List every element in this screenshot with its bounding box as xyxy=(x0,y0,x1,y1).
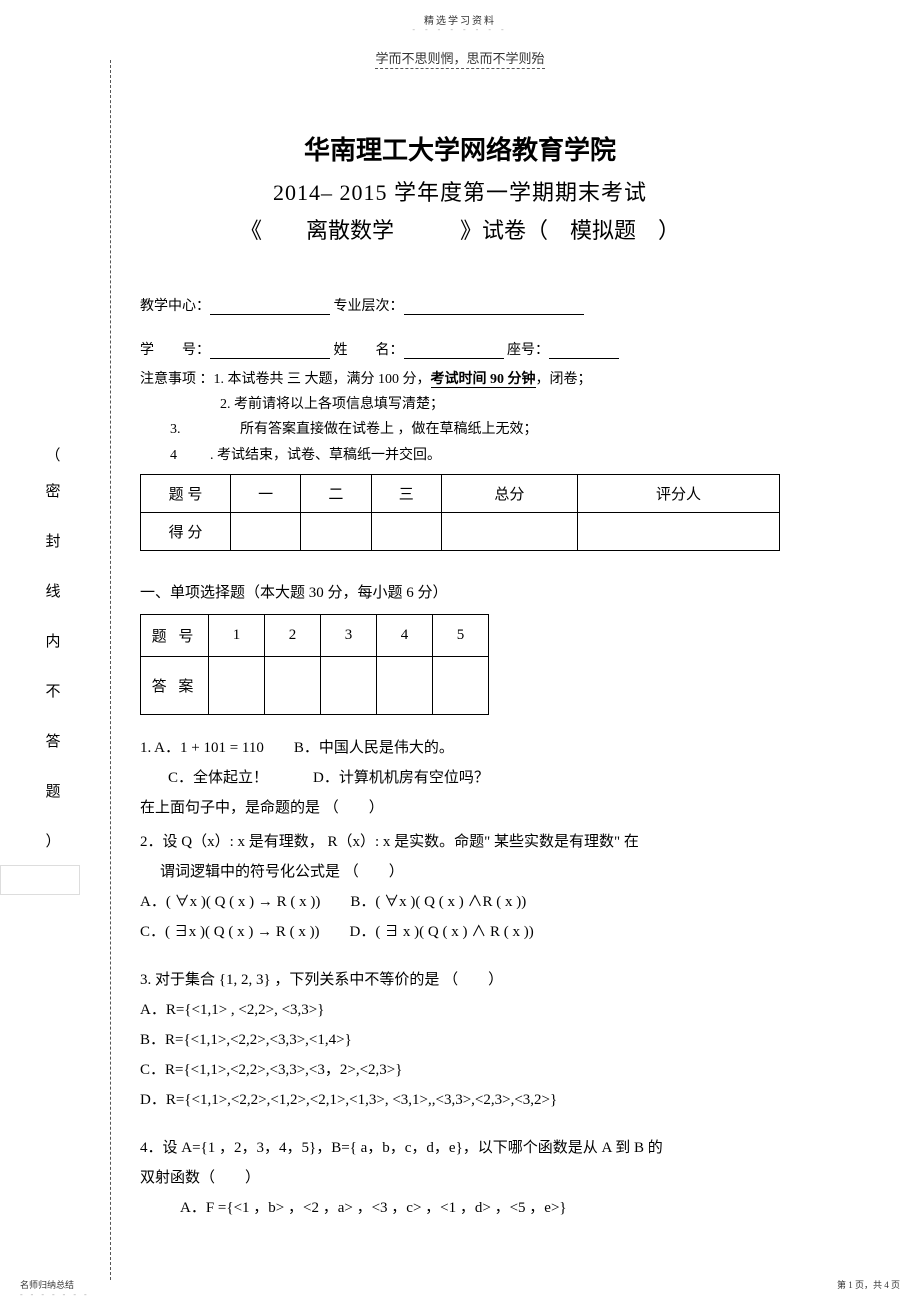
score-cell[interactable] xyxy=(441,512,577,550)
answer-num: 3 xyxy=(321,614,377,656)
score-cell[interactable] xyxy=(231,512,301,550)
q3-b: B．R={<1,1>,<2,2>,<3,3>,<1,4>} xyxy=(140,1032,352,1048)
question-4: 4．设 A={1 ，2，3，4，5}，B={ a，b，c，d，e}，以下哪个函数… xyxy=(140,1133,780,1223)
notice-4b: . 考试结束，试卷、草稿纸一并交回。 xyxy=(180,448,441,463)
answer-row-label: 答 案 xyxy=(141,656,209,714)
title-school: 华南理工大学网络教育学院 xyxy=(140,130,780,167)
side-box xyxy=(0,865,80,895)
seal-char: 线 xyxy=(44,580,62,601)
answer-header: 题 号 xyxy=(141,614,209,656)
seal-char: ） xyxy=(44,830,62,851)
form-row-2: 学 号： 姓 名： 座号： xyxy=(140,339,780,359)
q3-d: D．R={<1,1>,<2,2>,<1,2>,<2,1>,<1,3>, <3,1… xyxy=(140,1092,557,1108)
top-dots: - - - - - - - - xyxy=(0,25,920,34)
q4-stem2: 双射函数（ ） xyxy=(140,1170,260,1186)
q1-l2: C．全体起立！ D．计算机机房有空位吗？ xyxy=(140,763,780,793)
answer-cell[interactable] xyxy=(265,656,321,714)
question-3: 3. 对于集合 {1, 2, 3} ，下列关系中不等价的是 （ ） A．R={<… xyxy=(140,965,780,1115)
seal-char: 题 xyxy=(44,780,62,801)
seal-char: 内 xyxy=(44,630,62,651)
q1-l3: 在上面句子中，是命题的是 （ ） xyxy=(140,800,384,816)
section-1-title: 一、单项选择题（本大题 30 分，每小题 6 分） xyxy=(140,581,780,602)
seat-label: 座号： xyxy=(507,343,549,358)
question-2: 2．设 Q（x）: x 是有理数， R（x）: x 是实数。命题" 某些实数是有… xyxy=(140,827,780,947)
q4-a: A．F ={<1 ，b> ，<2 ，a> ，<3 ，c> ，<1 ，d> ，<5… xyxy=(140,1200,567,1216)
score-cell[interactable] xyxy=(577,512,779,550)
title-semester: 2014– 2015 学年度第一学期期末考试 xyxy=(140,175,780,207)
question-1: 1. A．1 + 101 = 110 B．中国人民是伟大的。 C．全体起立！ D… xyxy=(140,733,780,823)
notice-label: 注意事项 ： xyxy=(140,372,214,387)
notice-3b: 所有答案直接做在试卷上 ，做在草稿纸上无效； xyxy=(180,422,538,437)
q4-stem: 4．设 A={1 ，2，3，4，5}，B={ a，b，c，d，e}，以下哪个函数… xyxy=(140,1140,663,1156)
seal-char: 密 xyxy=(44,480,62,501)
binding-line xyxy=(110,60,111,1280)
score-h3: 三 xyxy=(371,474,441,512)
answer-table: 题 号 1 2 3 4 5 答 案 xyxy=(140,614,489,715)
score-h2: 二 xyxy=(301,474,371,512)
q3-stem: 3. 对于集合 {1, 2, 3} ，下列关系中不等价的是 （ ） xyxy=(140,972,503,988)
q1-l1: 1. A．1 + 101 = 110 B．中国人民是伟大的。 xyxy=(140,740,454,756)
notice-1b: 考试时间 90 分钟 xyxy=(431,372,536,388)
score-cell[interactable] xyxy=(301,512,371,550)
notice: 注意事项 ：1. 本试卷共 三 大题，满分 100 分，考试时间 90 分钟，闭… xyxy=(140,367,780,468)
seat-input[interactable] xyxy=(549,341,619,359)
level-input[interactable] xyxy=(404,297,584,315)
answer-cell[interactable] xyxy=(209,656,265,714)
q2-l1: 2．设 Q（x）: x 是有理数， R（x）: x 是实数。命题" 某些实数是有… xyxy=(140,834,639,850)
notice-4a: 4 xyxy=(140,443,180,468)
q3-a: A．R={<1,1> , <2,2>, <3,3>} xyxy=(140,1002,324,1018)
level-label: 专业层次： xyxy=(334,299,404,314)
id-label: 学 号： xyxy=(140,343,210,358)
top-label: 精选学习资料 xyxy=(0,0,920,27)
content-area: 华南理工大学网络教育学院 2014– 2015 学年度第一学期期末考试 《 离散… xyxy=(140,100,780,1223)
id-input[interactable] xyxy=(210,341,330,359)
notice-3a: 3. xyxy=(140,417,180,442)
answer-num: 2 xyxy=(265,614,321,656)
form-row-1: 教学中心： 专业层次： xyxy=(140,295,780,315)
answer-num: 4 xyxy=(377,614,433,656)
answer-cell[interactable] xyxy=(433,656,489,714)
answer-num: 1 xyxy=(209,614,265,656)
name-label: 姓 名： xyxy=(334,343,404,358)
notice-2: 2. 考前请将以上各项信息填写清楚； xyxy=(140,397,444,412)
score-row-label: 得 分 xyxy=(141,512,231,550)
answer-num: 5 xyxy=(433,614,489,656)
name-input[interactable] xyxy=(404,341,504,359)
center-label: 教学中心： xyxy=(140,299,210,314)
score-table: 题 号 一 二 三 总分 评分人 得 分 xyxy=(140,474,780,551)
answer-cell[interactable] xyxy=(377,656,433,714)
seal-char: （ xyxy=(44,444,62,465)
answer-cell[interactable] xyxy=(321,656,377,714)
q2-l2: 谓词逻辑中的符号化公式是 （ ） xyxy=(140,864,404,880)
score-h0: 题 号 xyxy=(141,474,231,512)
score-h5: 评分人 xyxy=(577,474,779,512)
motto: 学而不思则惘，思而不学则殆 xyxy=(375,48,544,69)
q2-optC: C．( ∃x )( Q ( x ) → R ( x )) D．( ∃ x )( … xyxy=(140,924,534,940)
seal-char: 封 xyxy=(44,530,62,551)
title-course: 《 离散数学 》试卷（ 模拟题 ） xyxy=(140,213,780,245)
center-input[interactable] xyxy=(210,297,330,315)
footer-right: 第 1 页，共 4 页 xyxy=(837,1278,900,1291)
seal-char: 答 xyxy=(44,730,62,751)
q2-optA: A．( ∀x )( Q ( x ) → R ( x )) B．( ∀x )( Q… xyxy=(140,894,526,910)
notice-1c: ，闭卷； xyxy=(536,372,592,387)
q3-c: C．R={<1,1>,<2,2>,<3,3>,<3，2>,<2,3>} xyxy=(140,1062,402,1078)
score-cell[interactable] xyxy=(371,512,441,550)
score-h4: 总分 xyxy=(441,474,577,512)
footer-dots: - - - - - - - xyxy=(20,1290,90,1299)
seal-char: 不 xyxy=(44,680,62,701)
notice-1a: 1. 本试卷共 三 大题，满分 100 分， xyxy=(214,372,431,387)
score-h1: 一 xyxy=(231,474,301,512)
